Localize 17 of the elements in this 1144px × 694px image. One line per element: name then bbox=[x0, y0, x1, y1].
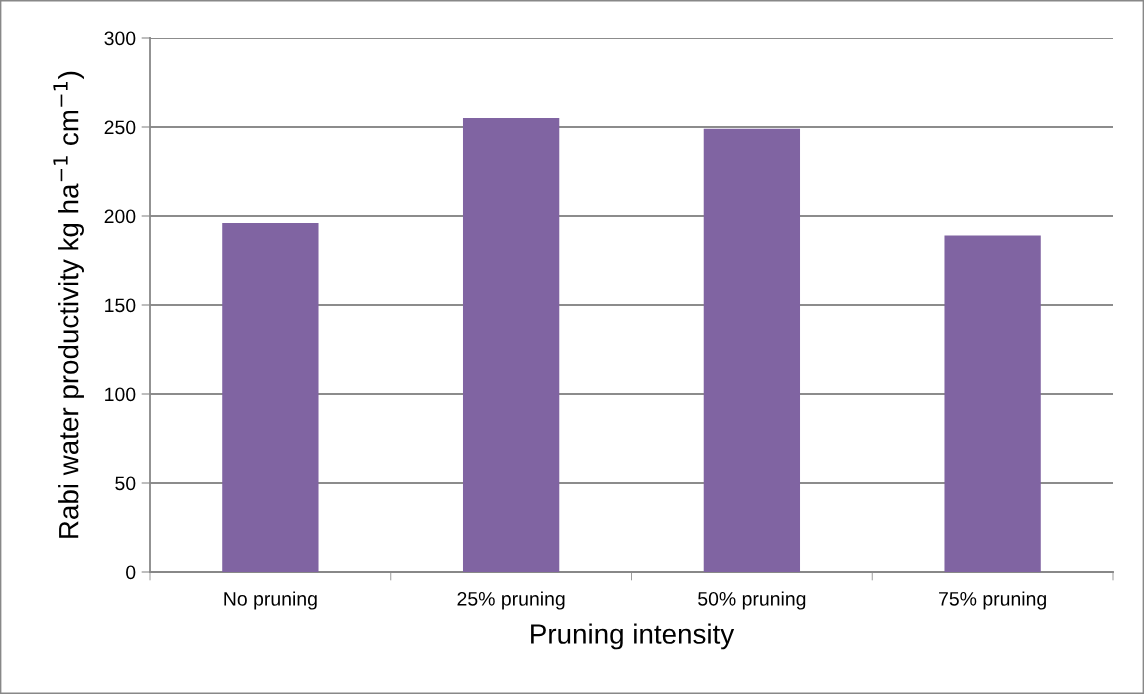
y-tick-label: 0 bbox=[126, 565, 136, 580]
bar bbox=[703, 128, 801, 572]
y-tick-label: 150 bbox=[105, 298, 136, 313]
y-axis-title: Rabi water productivity kg ha$^{−1}$ cm$^{−1}$) bbox=[53, 71, 84, 538]
x-tick-label: No pruning bbox=[224, 591, 317, 610]
y-tick-label: 300 bbox=[104, 31, 136, 46]
x-tick-label: 75% pruning bbox=[939, 591, 1046, 610]
y-tick-label: 100 bbox=[105, 387, 136, 402]
x-axis-title: Pruning intensity bbox=[531, 623, 735, 650]
y-tick-label: 50 bbox=[115, 476, 136, 491]
bar bbox=[462, 118, 560, 572]
y-tick-label: 200 bbox=[104, 209, 136, 224]
x-tick-label: 50% pruning bbox=[698, 591, 806, 610]
x-tick-label: 25% pruning bbox=[457, 591, 565, 610]
y-tick-label: 250 bbox=[104, 120, 136, 135]
bar bbox=[944, 235, 1041, 572]
bar bbox=[222, 223, 319, 572]
